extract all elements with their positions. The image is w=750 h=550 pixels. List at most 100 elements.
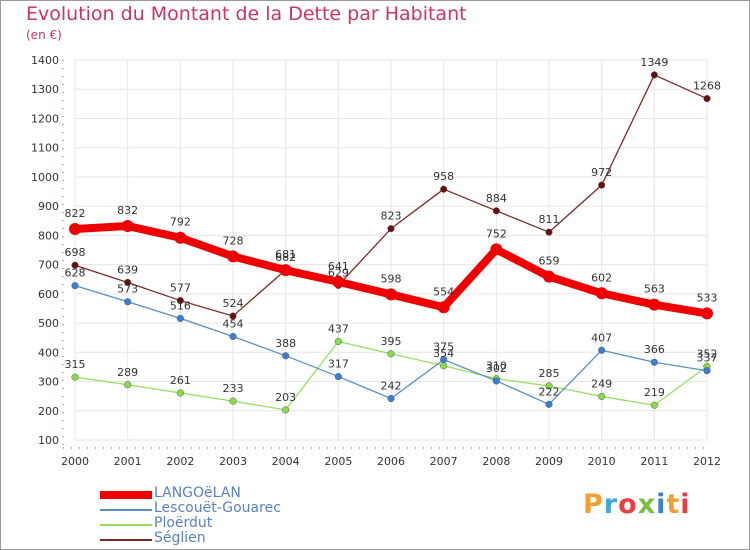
data-point: [282, 406, 290, 414]
legend-swatch-lescouet-gouarec: [100, 509, 152, 511]
y-tick-label: 1000: [31, 171, 59, 184]
proxiti-logo: Proxiti: [583, 489, 691, 520]
x-tick-label: 2011: [640, 455, 668, 468]
data-point: [71, 261, 79, 269]
data-label: 533: [697, 291, 718, 304]
data-label: 285: [539, 367, 560, 380]
data-label: 242: [381, 379, 402, 392]
data-point: [334, 337, 342, 346]
x-tick-label: 2008: [482, 455, 510, 468]
data-point: [543, 270, 555, 283]
y-tick-label: 800: [38, 229, 59, 242]
logo-letter: P: [583, 489, 604, 520]
data-label: 388: [275, 337, 296, 350]
data-label: 1349: [640, 56, 668, 69]
data-point: [387, 350, 395, 358]
data-point: [437, 301, 450, 314]
data-label: 823: [381, 210, 402, 223]
data-point: [174, 231, 187, 244]
x-tick-label: 2004: [272, 455, 300, 468]
data-point: [598, 346, 606, 354]
y-tick-label: 700: [38, 259, 59, 272]
y-tick-label: 500: [38, 317, 59, 330]
logo-letter: t: [666, 489, 681, 520]
data-label: 554: [433, 285, 454, 298]
data-label: 639: [117, 263, 138, 276]
data-label: 454: [223, 318, 244, 331]
x-tick-label: 2009: [535, 455, 563, 468]
legend-label-lescouet-gouarec: Lescouët-Gouarec: [154, 500, 281, 516]
data-point: [492, 377, 500, 385]
data-label: 302: [486, 362, 507, 375]
data-point: [650, 71, 658, 79]
x-tick-label: 2007: [430, 455, 458, 468]
logo-letter: i: [656, 489, 667, 520]
data-point: [71, 282, 79, 290]
logo-letter: x: [637, 489, 657, 520]
data-label: 233: [223, 382, 244, 395]
data-label: 659: [539, 255, 560, 268]
data-label: 563: [644, 283, 665, 296]
y-tick-label: 400: [38, 346, 59, 359]
data-point: [440, 362, 448, 370]
data-label: 598: [381, 272, 402, 285]
x-tick-label: 2003: [219, 455, 247, 468]
data-point: [176, 297, 184, 305]
data-label: 792: [170, 216, 191, 229]
y-tick-label: 300: [38, 376, 59, 389]
legend-swatch-ploerdut: [100, 524, 152, 526]
legend-label-ploerdut: Ploërdut: [154, 515, 213, 531]
y-tick-label: 100: [38, 434, 59, 447]
data-point: [545, 400, 553, 408]
data-point: [598, 181, 606, 189]
data-label: 516: [170, 299, 191, 312]
data-label: 317: [328, 358, 349, 371]
data-label: 884: [486, 192, 507, 205]
data-point: [176, 389, 184, 397]
data-point: [124, 381, 132, 389]
data-point: [121, 220, 134, 233]
y-tick-label: 200: [38, 405, 59, 418]
data-point: [545, 228, 553, 236]
data-point: [595, 287, 608, 300]
data-point: [385, 288, 397, 301]
data-label: 602: [591, 271, 612, 284]
data-label: 407: [591, 331, 612, 344]
data-point: [490, 243, 503, 256]
legend-label-langoelan: LANGOëLAN: [154, 485, 241, 501]
data-label: 641: [328, 260, 349, 273]
logo-letter: o: [618, 489, 638, 520]
data-point: [282, 352, 290, 360]
data-label: 1268: [693, 80, 721, 93]
data-point: [229, 397, 237, 405]
data-label: 832: [117, 204, 138, 217]
x-tick-label: 2006: [377, 455, 405, 468]
data-point: [648, 298, 661, 311]
data-point: [229, 332, 237, 341]
data-label: 698: [65, 246, 86, 259]
data-label: 352: [697, 347, 718, 360]
data-label: 366: [644, 343, 665, 356]
data-label: 629: [328, 266, 349, 279]
data-label: 728: [223, 234, 244, 247]
data-label: 395: [381, 335, 402, 348]
y-tick-label: 900: [38, 200, 59, 213]
y-tick-label: 1200: [31, 112, 59, 125]
legend-swatch-langoelan: [100, 491, 152, 499]
data-label: 628: [65, 267, 86, 280]
x-tick-label: 2012: [693, 455, 721, 468]
data-point: [701, 307, 713, 320]
data-point: [492, 207, 500, 215]
y-tick-label: 600: [38, 288, 59, 301]
x-tick-label: 2010: [588, 455, 616, 468]
data-label: 524: [223, 297, 244, 310]
data-label: 249: [591, 377, 612, 390]
data-point: [332, 275, 345, 288]
legend-label-seglien: Séglien: [154, 530, 206, 546]
data-label: 375: [433, 341, 454, 354]
data-label: 315: [65, 358, 86, 371]
data-label: 958: [433, 170, 454, 183]
data-label: 822: [65, 207, 86, 220]
